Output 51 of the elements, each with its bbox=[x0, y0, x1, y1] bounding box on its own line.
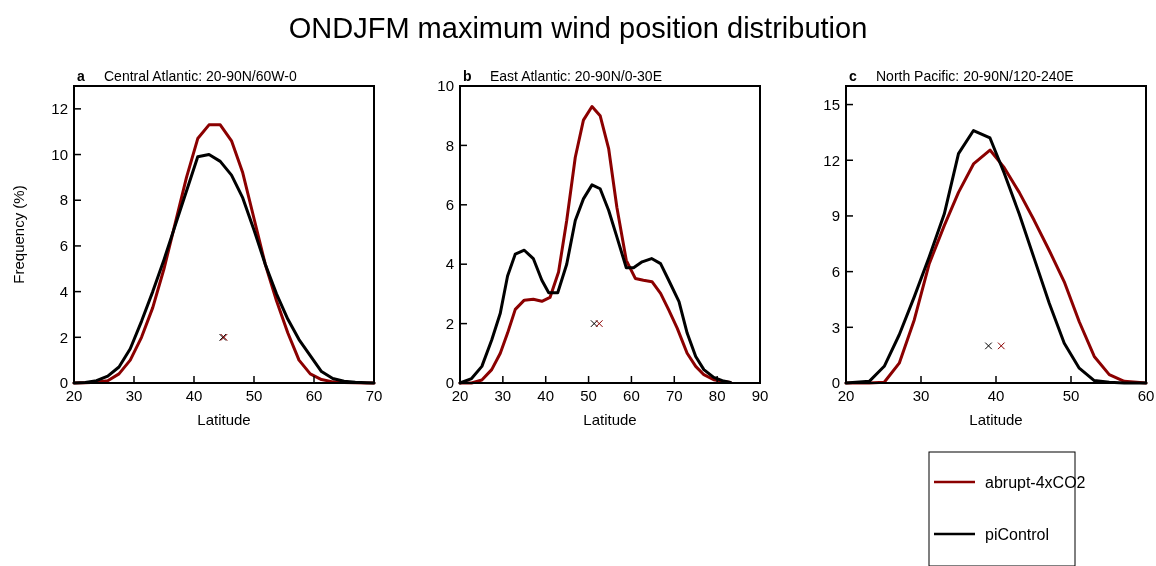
y-tick-label: 15 bbox=[823, 95, 840, 113]
y-axis-title: Frequency (%) bbox=[10, 185, 27, 284]
x-tick-label: 40 bbox=[537, 387, 555, 404]
x-tick-label: 60 bbox=[305, 387, 323, 404]
y-tick-label: 8 bbox=[445, 136, 454, 154]
x-tick-label: 50 bbox=[580, 387, 597, 404]
x-tick-label: 20 bbox=[65, 387, 83, 404]
text: a bbox=[77, 68, 85, 84]
x-tick-label: 50 bbox=[245, 387, 263, 404]
y-tick-label: 4 bbox=[445, 255, 454, 273]
x-tick-label: 50 bbox=[1062, 387, 1080, 404]
y-tick-label: 6 bbox=[445, 196, 454, 214]
x-tick-label: 40 bbox=[185, 387, 203, 404]
text: ONDJFM maximum wind position distribution bbox=[288, 12, 868, 44]
x-tick-label: 30 bbox=[912, 387, 930, 404]
y-tick-label: 3 bbox=[831, 318, 840, 336]
y-tick-label: 0 bbox=[59, 374, 68, 392]
y-tick-label: 9 bbox=[831, 207, 840, 225]
chart-title: Central Atlantic: 20-90N/60W-0 bbox=[104, 68, 297, 84]
y-tick-label: 8 bbox=[59, 191, 68, 209]
y-tick-label: 0 bbox=[831, 374, 840, 392]
x-axis-title: Latitude bbox=[197, 411, 251, 428]
legend-label: piControl bbox=[985, 525, 1050, 543]
x-tick-label: 30 bbox=[125, 387, 143, 404]
x-tick-label: 60 bbox=[623, 387, 640, 404]
x-tick-label: 70 bbox=[665, 387, 683, 404]
x-tick-label: 30 bbox=[494, 387, 512, 404]
y-tick-label: 4 bbox=[59, 282, 68, 300]
x-tick-label: 20 bbox=[451, 387, 469, 404]
text: b bbox=[463, 68, 472, 84]
y-tick-label: 2 bbox=[445, 314, 454, 332]
y-tick-label: 6 bbox=[59, 237, 68, 255]
x-tick-label: 60 bbox=[1137, 387, 1155, 404]
y-tick-label: 6 bbox=[831, 262, 840, 280]
x-axis-title: Latitude bbox=[969, 411, 1023, 428]
y-tick-label: 12 bbox=[51, 100, 68, 118]
chart-title: East Atlantic: 20-90N/0-30E bbox=[490, 68, 662, 84]
y-tick-label: 12 bbox=[823, 151, 840, 169]
y-tick-label: 10 bbox=[51, 145, 68, 163]
y-tick-label: 0 bbox=[445, 374, 454, 392]
x-tick-label: 80 bbox=[708, 387, 726, 404]
x-tick-label: 90 bbox=[751, 387, 769, 404]
x-axis-title: Latitude bbox=[583, 411, 637, 428]
text: c bbox=[849, 68, 857, 84]
x-tick-label: 20 bbox=[837, 387, 855, 404]
legend-label: abrupt-4xCO2 bbox=[985, 473, 1086, 491]
y-tick-label: 10 bbox=[437, 77, 454, 95]
chart-title: North Pacific: 20-90N/120-240E bbox=[876, 68, 1074, 84]
y-tick-label: 2 bbox=[59, 328, 68, 346]
x-tick-label: 70 bbox=[365, 387, 383, 404]
x-tick-label: 40 bbox=[987, 387, 1005, 404]
